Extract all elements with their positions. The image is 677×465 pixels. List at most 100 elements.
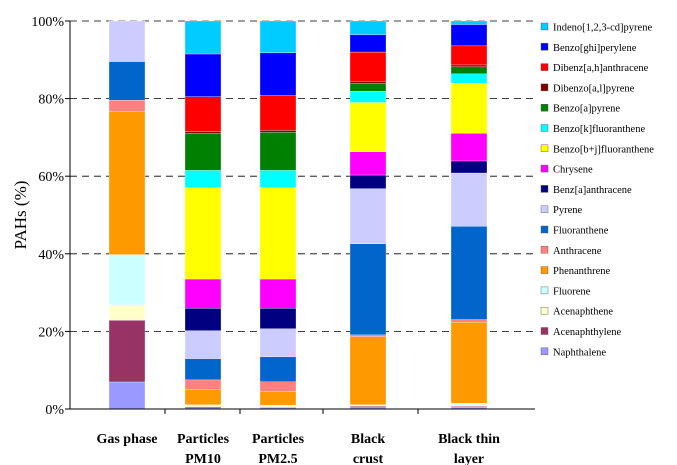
bar-segment bbox=[108, 99, 146, 112]
legend-label: Indeno[1,2,3-cd]pyrene bbox=[553, 23, 652, 34]
bar-segment bbox=[349, 91, 387, 103]
bar-segment bbox=[450, 83, 488, 134]
legend-entry: Dibenzo[a,l]pyrene bbox=[540, 83, 635, 94]
bar-segment bbox=[450, 24, 488, 47]
bar-segment bbox=[108, 20, 146, 62]
legend-label: Chrysene bbox=[553, 165, 593, 176]
legend-label: Naphthalene bbox=[553, 347, 606, 358]
bar-segment bbox=[184, 20, 222, 55]
bar-segment bbox=[259, 132, 297, 171]
bar-segment bbox=[259, 187, 297, 280]
bar-segment bbox=[108, 320, 146, 383]
bar-segment bbox=[349, 188, 387, 244]
bar-segment bbox=[108, 254, 146, 305]
bar-segment bbox=[450, 226, 488, 320]
bar-segment bbox=[259, 391, 297, 406]
bar-segment bbox=[108, 61, 146, 101]
legend-swatch bbox=[540, 22, 549, 31]
bar-segment bbox=[259, 20, 297, 53]
legend-entry: Dibenz[a,h]anthracene bbox=[540, 63, 649, 74]
legend-label: Anthracene bbox=[553, 246, 602, 257]
legend-entry: Benzo[b+j]fluoranthene bbox=[540, 144, 654, 155]
legend-label: Pyrene bbox=[553, 205, 582, 216]
legend-swatch bbox=[540, 327, 549, 335]
legend-label: Dibenz[a,h]anthracene bbox=[553, 63, 649, 74]
legend-entry: Fluorene bbox=[540, 286, 591, 297]
bar-segment bbox=[184, 404, 222, 407]
legend-swatch bbox=[540, 124, 549, 132]
legend-swatch bbox=[540, 347, 549, 355]
legend-swatch bbox=[540, 225, 549, 234]
x-category-label: crust bbox=[353, 452, 384, 465]
legend-entry: Benzo[a]pyrene bbox=[540, 103, 620, 115]
bar-segment bbox=[108, 381, 146, 410]
legend-swatch bbox=[540, 266, 549, 274]
bar-segment bbox=[259, 307, 297, 329]
bar-segment bbox=[184, 131, 222, 134]
bar-segment bbox=[450, 403, 488, 406]
legend-label: Phenanthrene bbox=[553, 266, 610, 277]
legend-swatch bbox=[540, 246, 549, 254]
bar-segment bbox=[259, 95, 297, 131]
bar-segment bbox=[450, 64, 488, 68]
legend-label: Benz[a]anthracene bbox=[553, 185, 632, 196]
bar-segment bbox=[349, 34, 387, 53]
bar-segment bbox=[259, 404, 297, 407]
y-tick-label: 100% bbox=[31, 15, 64, 30]
x-category-label: layer bbox=[454, 452, 484, 465]
legend-label: Acenaphthene bbox=[553, 307, 613, 318]
bar-segment bbox=[184, 330, 222, 359]
bar-segment bbox=[349, 80, 387, 84]
legend-entry: Benzo[ghi]perylene bbox=[540, 43, 637, 54]
bar-segment bbox=[259, 170, 297, 188]
x-category-label: Black thin bbox=[438, 432, 500, 447]
bar-segment bbox=[184, 133, 222, 171]
y-tick-labels: 0% 20% 40% 60% 80% 100% bbox=[31, 15, 64, 418]
bar-segment bbox=[184, 379, 222, 390]
bar-segment bbox=[450, 45, 488, 66]
axes bbox=[69, 21, 535, 410]
bar-segment bbox=[184, 170, 222, 188]
bar-stack bbox=[450, 20, 488, 410]
bar-segment bbox=[450, 172, 488, 227]
x-category-label: Particles bbox=[177, 432, 230, 447]
bar-segment bbox=[349, 83, 387, 92]
bar-segment bbox=[450, 322, 488, 404]
bar-segment bbox=[450, 66, 488, 75]
legend-entry: Naphthalene bbox=[540, 347, 606, 358]
legend-swatch bbox=[540, 164, 549, 173]
legend-entry: Pyrene bbox=[540, 205, 582, 216]
bar-stack bbox=[349, 20, 387, 410]
x-category-label: Gas phase bbox=[96, 432, 157, 447]
bar-segment bbox=[349, 174, 387, 189]
legend-entry: Anthracene bbox=[540, 246, 602, 257]
legend-swatch bbox=[540, 307, 549, 315]
bar-segment bbox=[450, 160, 488, 174]
x-category-label: Particles bbox=[252, 432, 305, 447]
bar-segment bbox=[184, 358, 222, 381]
y-axis-label: PAHs (%) bbox=[11, 181, 30, 250]
legend-entry: Chrysene bbox=[540, 164, 593, 176]
bar-segment bbox=[349, 334, 387, 337]
x-tick-labels: Gas phase Particles PM10 Particles PM2.5 Blac… bbox=[96, 432, 500, 465]
legend-swatch bbox=[540, 286, 549, 295]
bar-segment bbox=[184, 406, 222, 408]
bar-segment bbox=[184, 187, 222, 280]
legend-swatch bbox=[540, 185, 549, 193]
bar-segment bbox=[108, 111, 146, 255]
bar-segment bbox=[259, 52, 297, 96]
bar-segment bbox=[349, 151, 387, 176]
bars bbox=[108, 20, 488, 410]
legend-swatch bbox=[540, 144, 549, 153]
bar-stack bbox=[184, 20, 222, 410]
bar-segment bbox=[259, 356, 297, 382]
legend-swatch bbox=[540, 43, 549, 51]
y-tick-label: 0% bbox=[45, 403, 64, 418]
x-category-label: PM10 bbox=[185, 452, 221, 465]
legend-entry: Acenaphthene bbox=[540, 307, 613, 318]
legend-swatch bbox=[540, 103, 549, 112]
legend-label: Benzo[b+j]fluoranthene bbox=[553, 144, 654, 155]
legend-swatch bbox=[540, 63, 549, 71]
y-tick-label: 20% bbox=[38, 325, 64, 340]
bar-segment bbox=[349, 336, 387, 405]
